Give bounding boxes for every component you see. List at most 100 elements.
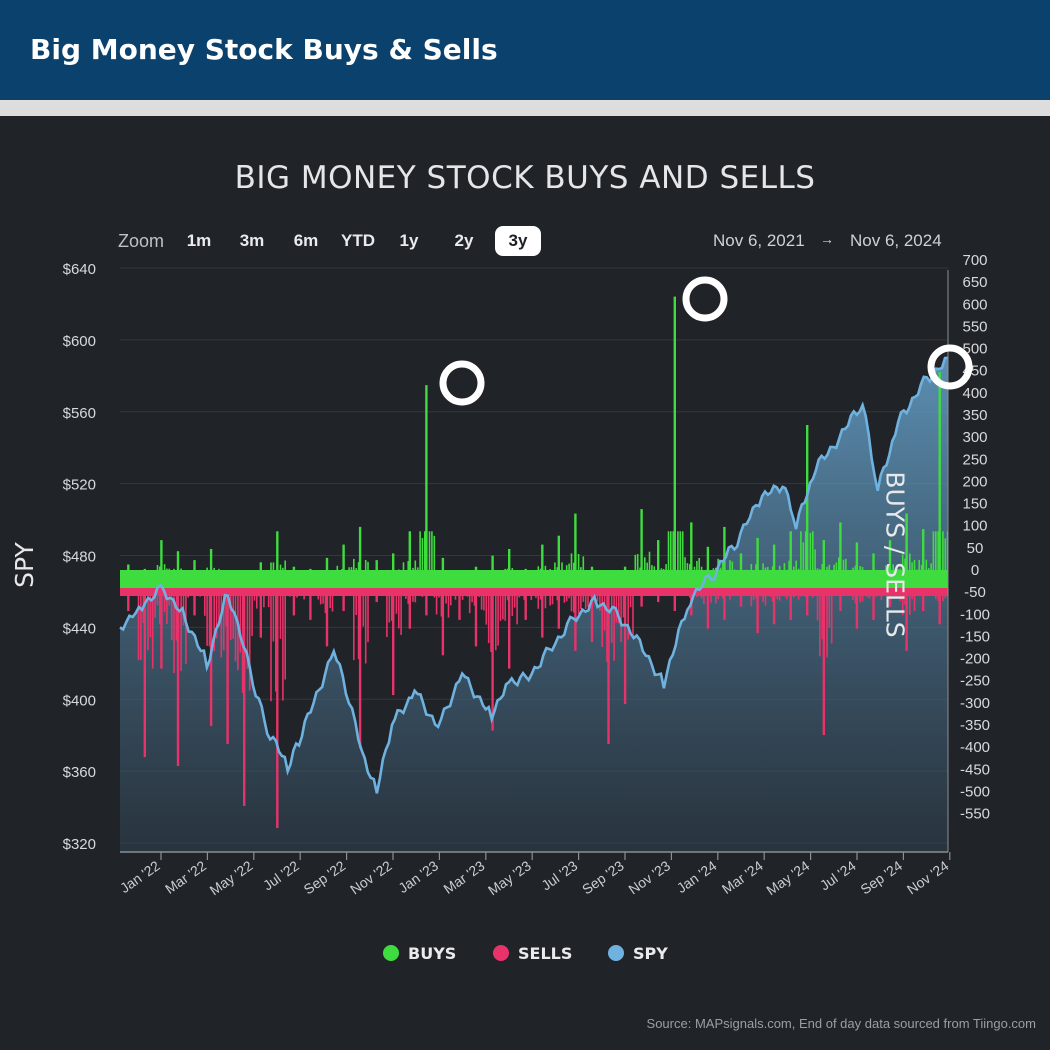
- sell-bar: [816, 590, 819, 621]
- sell-bar: [549, 590, 551, 606]
- y-tick-label-right: -350: [960, 717, 990, 734]
- y-tick-label-left: $320: [63, 836, 96, 853]
- sell-bar: [497, 590, 499, 646]
- highlight-circle: [927, 344, 973, 390]
- sell-bar: [577, 590, 580, 615]
- buy-bar: [942, 531, 944, 580]
- buy-bar: [570, 553, 573, 580]
- sell-bar: [140, 590, 142, 661]
- zoom-2y-button[interactable]: 2y: [454, 231, 474, 250]
- sell-bar: [282, 590, 284, 701]
- sell-bar: [504, 590, 506, 621]
- legend-item-sells[interactable]: SELLS: [493, 941, 572, 965]
- x-tick-label: May '23: [485, 857, 534, 898]
- buy-bar: [839, 522, 842, 580]
- buy-bar: [640, 509, 643, 580]
- date-range-end[interactable]: Nov 6, 2024: [850, 231, 942, 250]
- zoom-3y-button[interactable]: 3y: [495, 226, 541, 256]
- legend-sells-label: SELLS: [518, 943, 573, 963]
- y-tick-label-left: $440: [63, 620, 96, 637]
- x-tick-label: Mar '23: [440, 857, 487, 897]
- y-tick-label-left: $520: [63, 477, 96, 494]
- sell-bar: [830, 590, 833, 644]
- zoom-1m-button[interactable]: 1m: [186, 231, 212, 250]
- y-tick-label-right: 0: [971, 562, 979, 579]
- date-range-start[interactable]: Nov 6, 2021: [713, 231, 805, 250]
- sell-bar: [159, 590, 161, 624]
- sell-bar: [872, 590, 875, 620]
- sell-bar: [176, 590, 180, 766]
- sell-bar: [325, 590, 329, 647]
- x-tick-label: Jan '23: [395, 857, 441, 896]
- sell-bar: [386, 590, 388, 638]
- sell-bar: [822, 590, 825, 735]
- sell-bar: [270, 590, 272, 702]
- sell-bar: [367, 590, 369, 643]
- x-tick-label: Mar '22: [162, 857, 209, 897]
- zoom-1y-button[interactable]: 1y: [399, 231, 419, 250]
- buy-bar: [160, 540, 163, 580]
- x-tick-label: May '22: [207, 857, 256, 898]
- y-tick-label-right: -500: [960, 783, 990, 800]
- sell-bar: [570, 590, 573, 612]
- sell-bar: [215, 590, 218, 639]
- sell-bar: [392, 590, 395, 696]
- chart-title: BIG MONEY STOCK BUYS AND SELLS: [234, 160, 816, 196]
- sell-bar: [715, 590, 717, 604]
- sell-bar: [859, 590, 861, 603]
- sell-bar: [208, 590, 211, 647]
- y-tick-label-right: 600: [962, 296, 987, 313]
- sell-bar: [230, 590, 232, 640]
- sell-bar: [143, 590, 146, 758]
- sell-bar: [284, 590, 286, 680]
- legend-item-buys[interactable]: BUYS: [383, 941, 456, 965]
- buy-bar: [698, 558, 700, 580]
- sell-bar: [584, 590, 587, 609]
- y-tick-label-right: 50: [967, 540, 984, 557]
- y-tick-label-right: 350: [962, 407, 987, 424]
- sell-bar: [279, 590, 282, 639]
- sell-bar: [445, 590, 447, 604]
- sell-bar: [485, 590, 488, 625]
- sell-bar: [309, 590, 312, 620]
- buy-bar: [425, 385, 428, 580]
- sell-bar: [563, 590, 566, 603]
- buy-bar: [634, 554, 637, 580]
- zoom-6m-button[interactable]: 6m: [293, 231, 319, 250]
- sell-bar: [537, 590, 540, 609]
- sell-bar: [458, 590, 461, 620]
- sell-bar: [706, 590, 710, 629]
- y-tick-label-left: $400: [63, 692, 96, 709]
- buy-bar: [421, 538, 424, 580]
- header-divider: [0, 100, 1050, 116]
- sell-bar: [166, 590, 168, 624]
- sell-bar: [400, 590, 402, 635]
- sell-bar: [764, 590, 767, 606]
- zoom-ytd-button[interactable]: YTD: [341, 231, 375, 250]
- x-tick-label: Jul '22: [260, 857, 302, 893]
- sell-bar: [508, 590, 511, 669]
- legend-item-spy[interactable]: SPY: [608, 941, 668, 965]
- sell-bar: [440, 590, 443, 617]
- sell-bar: [163, 590, 166, 612]
- buy-bar: [424, 531, 426, 580]
- sell-bar: [355, 590, 357, 615]
- buy-bar: [353, 558, 355, 580]
- buy-bar: [276, 531, 279, 580]
- y-tick-label-left: $560: [63, 405, 96, 422]
- buy-bar: [855, 542, 859, 580]
- zoom-3m-button[interactable]: 3m: [239, 231, 265, 250]
- sell-bar: [490, 590, 492, 652]
- sell-bar: [398, 590, 400, 629]
- sell-bar: [468, 590, 471, 614]
- sell-bar: [622, 590, 625, 618]
- sell-bar: [408, 590, 411, 629]
- sell-bar: [248, 590, 251, 691]
- buy-bar: [925, 559, 928, 580]
- sell-bar: [772, 590, 776, 625]
- sell-bar: [267, 590, 270, 608]
- sell-bar: [137, 590, 140, 661]
- sell-bar: [603, 590, 606, 631]
- legend-sells-marker: [493, 945, 509, 961]
- sell-bar: [703, 590, 705, 604]
